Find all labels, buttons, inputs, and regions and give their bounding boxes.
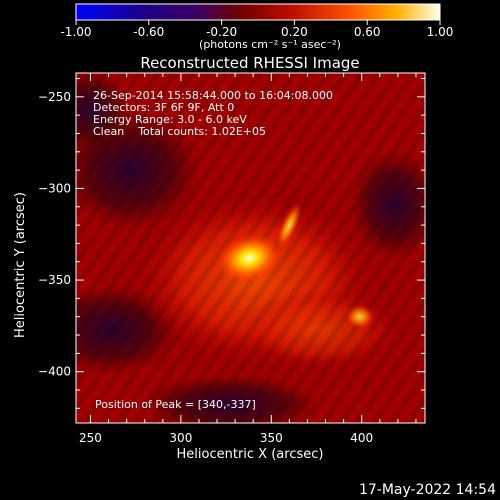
y-axis-ticks: −250 −300 −350 −400	[38, 77, 425, 409]
x-axis-label: Heliocentric X (arcsec)	[177, 447, 324, 462]
annotation-time-range: 26-Sep-2014 15:58:44.000 to 16:04:08.000	[93, 89, 333, 102]
y-tick-label-0: −250	[38, 90, 71, 104]
colorbar-unit-label: (photons cm⁻² s⁻¹ asec⁻²)	[199, 38, 341, 51]
colorbar-tick-label-1: -0.60	[133, 25, 164, 39]
source-1	[276, 202, 302, 249]
source-marks	[216, 202, 374, 329]
colorbar: -1.00 -0.60 -0.20 0.20 0.60 1.00 (photons cm⁻…	[60, 3, 453, 51]
x-axis-ticks: 250 300 350 400	[79, 73, 417, 445]
colorbar-tick-label-3: 0.20	[281, 25, 308, 39]
timestamp: 17-May-2022 14:54	[359, 482, 496, 498]
x-tick-label-3: 400	[350, 431, 373, 445]
annotation-detectors: Detectors: 3F 6F 9F, Att 0	[93, 101, 234, 114]
annotation-clean-counts: Clean Total counts: 1.02E+05	[93, 125, 266, 138]
source-2	[345, 304, 374, 329]
colorbar-ticks: -1.00 -0.60 -0.20 0.20 0.60 1.00	[60, 20, 453, 39]
annotation-energy-range: Energy Range: 3.0 - 6.0 keV	[93, 113, 247, 126]
y-tick-label-1: −300	[38, 181, 71, 195]
peak-position-label: Position of Peak = [340,-337]	[95, 398, 256, 411]
colorbar-tick-label-0: -1.00	[60, 25, 91, 39]
y-axis-label: Heliocentric Y (arcsec)	[13, 192, 28, 338]
chart-title: Reconstructed RHESSI Image	[140, 54, 359, 72]
x-tick-label-1: 300	[169, 431, 192, 445]
plot-frame	[75, 72, 426, 424]
x-tick-label-2: 350	[260, 431, 283, 445]
source-0	[216, 233, 283, 284]
heatmap-image	[76, 73, 425, 423]
colorbar-tick-label-2: -0.20	[206, 25, 237, 39]
x-tick-label-0: 250	[79, 431, 102, 445]
colorbar-tick-label-5: 1.00	[427, 25, 454, 39]
colorbar-gradient	[75, 3, 441, 21]
colorbar-tick-label-4: 0.60	[354, 25, 381, 39]
y-tick-label-3: −400	[38, 365, 71, 379]
info-annotations: 26-Sep-2014 15:58:44.000 to 16:04:08.000…	[93, 89, 333, 138]
y-tick-label-2: −350	[38, 273, 71, 287]
